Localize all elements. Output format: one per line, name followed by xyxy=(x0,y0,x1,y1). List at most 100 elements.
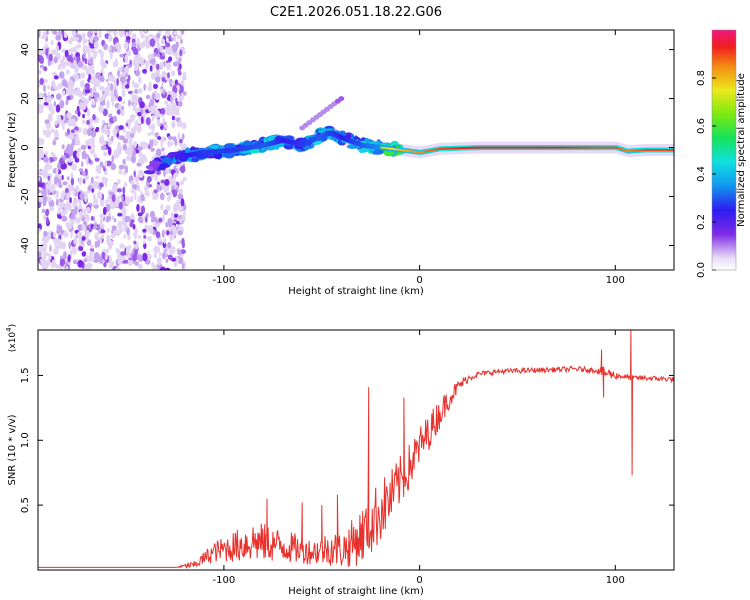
trace-core xyxy=(401,149,404,152)
trace-core xyxy=(446,147,449,150)
noise-dot xyxy=(149,65,153,72)
noise-dot xyxy=(172,136,177,142)
trace-edge xyxy=(197,151,200,157)
trace-core xyxy=(430,149,432,152)
noise-dot xyxy=(43,84,46,93)
noise-dot xyxy=(137,212,143,217)
noise-dot xyxy=(45,183,49,190)
trace-core xyxy=(491,146,494,149)
trace-core xyxy=(619,147,621,150)
noise-dot xyxy=(126,36,131,41)
noise-dot xyxy=(176,199,181,204)
noise-dot xyxy=(87,31,92,38)
trace-core xyxy=(445,147,447,150)
noise-dot xyxy=(85,206,91,213)
colorbar-tick-label: 0.8 xyxy=(696,70,707,86)
trace-edge xyxy=(373,144,375,150)
noise-dot xyxy=(81,161,84,168)
noise-dot xyxy=(124,198,131,205)
noise-dot xyxy=(47,189,50,196)
trace-blob xyxy=(213,152,223,160)
trace-edge xyxy=(280,138,282,144)
noise-dot xyxy=(51,49,57,55)
noise-dot xyxy=(60,210,65,217)
noise-dot xyxy=(74,198,81,203)
noise-dot xyxy=(116,78,119,86)
noise-dot xyxy=(117,221,123,230)
noise-dot xyxy=(99,75,105,83)
trace-edge xyxy=(254,144,257,149)
trace-core xyxy=(550,146,552,149)
noise-dot xyxy=(167,136,174,140)
noise-dot xyxy=(55,198,59,206)
trace-core xyxy=(632,149,635,152)
noise-dot xyxy=(118,164,125,170)
noise-dot xyxy=(181,214,186,221)
noise-dot xyxy=(53,85,58,90)
trace-edge xyxy=(256,143,258,149)
noise-dot xyxy=(164,267,171,270)
noise-dot xyxy=(122,138,128,144)
trace-core xyxy=(449,147,452,150)
trace-blob xyxy=(373,141,381,146)
noise-dot xyxy=(109,240,114,246)
noise-dot xyxy=(155,148,162,157)
trace-edge xyxy=(269,141,272,146)
noise-dot xyxy=(111,194,116,203)
trace-edge xyxy=(337,133,339,139)
noise-dot xyxy=(168,56,173,62)
noise-dot xyxy=(111,98,115,107)
noise-dot xyxy=(125,84,130,89)
noise-dot xyxy=(85,229,90,236)
trace-core xyxy=(421,151,423,154)
trace-core xyxy=(451,147,453,150)
noise-dot xyxy=(81,102,87,111)
noise-dot xyxy=(62,190,66,197)
noise-dot xyxy=(116,179,121,185)
trace-core xyxy=(466,146,468,149)
noise-dot xyxy=(124,54,128,64)
noise-dot xyxy=(159,46,163,51)
noise-dot xyxy=(163,209,169,215)
noise-dot xyxy=(86,157,89,166)
trace-core xyxy=(665,149,668,151)
noise-dot xyxy=(64,60,68,67)
noise-dot xyxy=(103,140,107,146)
noise-dot xyxy=(72,59,77,69)
noise-dot xyxy=(152,195,159,200)
trace-edge xyxy=(272,140,275,146)
trace-core xyxy=(397,148,399,151)
noise-dot xyxy=(116,109,121,115)
trace-core xyxy=(535,146,537,149)
trace-edge xyxy=(379,144,381,150)
noise-dot xyxy=(173,30,178,36)
noise-dot xyxy=(107,194,111,202)
trace-edge xyxy=(182,153,185,159)
noise-dot xyxy=(66,54,73,62)
trace-core xyxy=(613,146,615,149)
noise-dot xyxy=(149,38,156,48)
noise-dot xyxy=(119,135,125,141)
noise-dot xyxy=(90,245,94,249)
noise-dot xyxy=(156,170,161,175)
noise-dot xyxy=(78,168,84,172)
noise-dot xyxy=(44,119,50,124)
trace-core xyxy=(631,149,633,152)
noise-dot xyxy=(53,176,58,185)
noise-dot xyxy=(113,149,118,156)
trace-core xyxy=(482,146,485,149)
noise-dot xyxy=(99,86,104,91)
noise-dot xyxy=(106,30,113,34)
noise-dot xyxy=(121,195,124,203)
snr-frame xyxy=(37,329,675,571)
y-tick-label: 0 xyxy=(20,144,31,150)
noise-dot xyxy=(58,234,62,240)
noise-dot xyxy=(38,92,44,99)
trace-core xyxy=(526,146,528,149)
noise-dot xyxy=(107,146,112,156)
noise-dot xyxy=(130,195,134,203)
noise-dot xyxy=(125,246,131,256)
trace-core xyxy=(520,146,522,149)
noise-dot xyxy=(111,230,114,234)
y-tick-label: -20 xyxy=(20,188,31,204)
